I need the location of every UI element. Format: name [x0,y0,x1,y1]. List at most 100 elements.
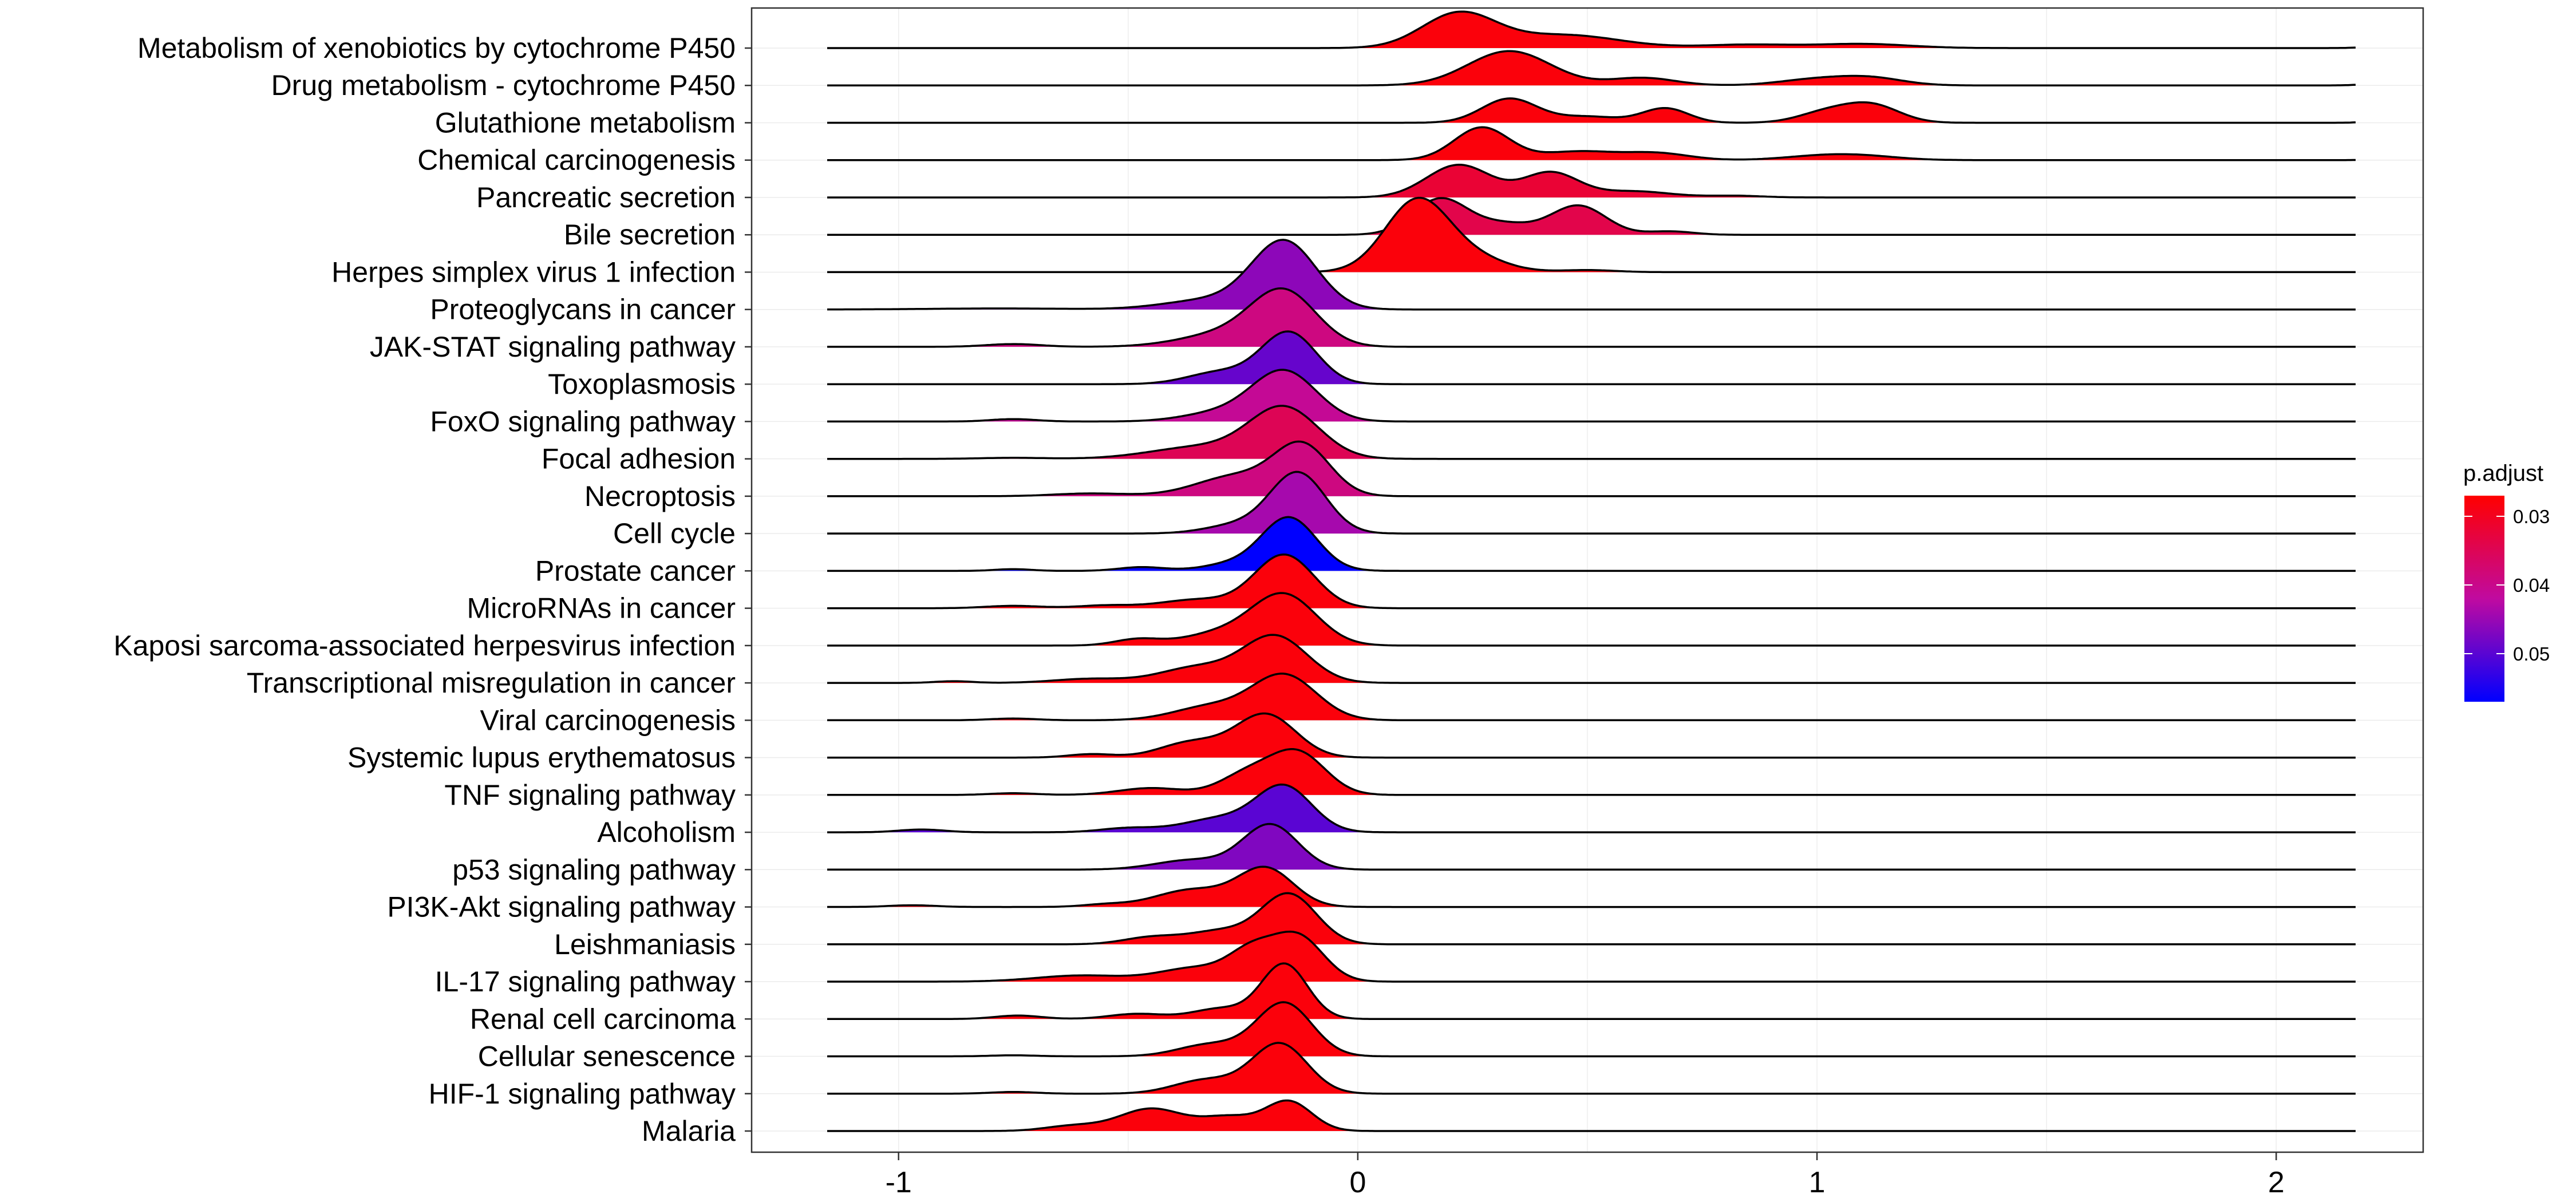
ridge-outline [827,1099,2356,1132]
ridge-outline [827,553,2356,610]
ridge-outline [827,369,2356,423]
y-tick-label: Bile secretion [564,219,736,251]
y-tick-label: TNF signaling pathway [444,779,736,811]
y-tick-label: Cell cycle [613,517,736,549]
ridge-fill [827,931,2356,982]
x-tick-label: 2 [2268,1166,2285,1199]
y-tick-label: Transcriptional misregulation in cancer [247,667,736,699]
ridge-fill [827,635,2356,683]
ridge-outline [827,748,2356,796]
ridge-outline [827,50,2356,86]
ridge-outline [827,470,2356,535]
ridge-series [827,126,2356,161]
y-tick-label: Necroptosis [584,480,736,512]
ridge-series [827,470,2356,535]
ridge-series [827,712,2356,759]
ridge-series [827,930,2356,983]
ridge-fill [827,198,2356,235]
ridge-series [827,164,2356,199]
y-tick-label: PI3K-Akt signaling pathway [387,891,736,923]
ridge-series [827,330,2356,385]
ridge-series [827,892,2356,946]
ridge-outline [827,197,2356,236]
ridge-series [827,962,2356,1021]
ridge-series [827,516,2356,572]
ridge-series [827,287,2356,348]
y-tick-label: FoxO signaling pathway [430,405,736,437]
y-axis-labels: Metabolism of xenobiotics by cytochrome … [113,32,736,1147]
y-tick-label: Chemical carcinogenesis [417,144,736,176]
ridge-series [827,553,2356,610]
ridge-fill [827,673,2356,721]
ridge-series [827,369,2356,423]
x-tick-label: 1 [1809,1166,1826,1199]
ridge-outline [827,97,2356,124]
ridge-fill [827,441,2356,496]
ridge-series [827,196,2356,274]
ridge-outline [827,1042,2356,1095]
legend-title: p.adjust [2463,461,2543,486]
ridge-series [827,673,2356,722]
y-tick-label: HIF-1 signaling pathway [429,1078,736,1110]
y-axis-ticks [745,47,752,1132]
ridge-fill [827,98,2356,123]
y-tick-label: Cellular senescence [478,1041,736,1073]
ridge-series [827,783,2356,833]
ridge-outline [827,405,2356,460]
y-tick-label: IL-17 signaling pathway [435,966,736,998]
ridge-series [827,405,2356,460]
ridge-outline [827,330,2356,385]
ridge-series [827,197,2356,236]
y-tick-label: Kaposi sarcoma-associated herpesvirus in… [113,630,736,662]
y-tick-label: Malaria [642,1115,736,1147]
ridge-outline [827,164,2356,199]
ridge-series [827,748,2356,796]
x-tick-label: -1 [886,1166,912,1199]
ridge-fill [827,288,2356,347]
y-tick-label: Toxoplasmosis [548,368,736,400]
ridge-series [827,10,2356,49]
ridge-outline [827,516,2356,572]
y-tick-label: MicroRNAs in cancer [467,592,736,624]
ridge-series [827,50,2356,86]
x-axis: -1 0 1 2 [886,1152,2285,1199]
ridge-series [827,1001,2356,1058]
ridge-outline [827,10,2356,49]
legend: p.adjust 0.03 0.04 0.05 [2463,461,2550,702]
y-tick-label: Renal cell carcinoma [470,1003,736,1035]
ridge-outline [827,712,2356,759]
ridge-series [827,440,2356,497]
ridge-fill [827,893,2356,944]
ridge-fill [827,406,2356,459]
y-tick-label: Proteoglycans in cancer [430,294,736,326]
y-tick-label: Focal adhesion [542,443,736,475]
ridge-outline [827,287,2356,348]
ridge-outline [827,892,2356,946]
y-tick-label: Glutathione metabolism [435,106,736,139]
x-tick-label: 0 [1349,1166,1366,1199]
ridge-outline [827,930,2356,983]
legend-tick-label: 0.03 [2513,506,2550,527]
ridge-series [827,97,2356,124]
ridge-series [827,634,2356,684]
y-tick-label: Herpes simplex virus 1 infection [331,256,736,288]
y-tick-label: Metabolism of xenobiotics by cytochrome … [137,32,736,64]
ridge-series [827,1042,2356,1095]
ridge-outline [827,673,2356,722]
ridge-fill [827,1042,2356,1094]
y-tick-label: Leishmaniasis [554,928,736,960]
y-tick-label: Drug metabolism - cytochrome P450 [271,69,736,101]
y-tick-label: Prostate cancer [535,555,736,587]
ridge-outline [827,592,2356,647]
ridge-fill [827,11,2356,48]
y-tick-label: Pancreatic secretion [476,181,736,213]
legend-colorbar [2464,496,2504,702]
legend-tick-label: 0.04 [2513,575,2550,596]
ridge-series [827,865,2356,908]
y-tick-label: Viral carcinogenesis [480,704,736,736]
y-tick-label: Systemic lupus erythematosus [347,742,736,774]
ridge-fill [827,713,2356,758]
ridge-fill [827,127,2356,160]
ridge-fill [827,867,2356,907]
